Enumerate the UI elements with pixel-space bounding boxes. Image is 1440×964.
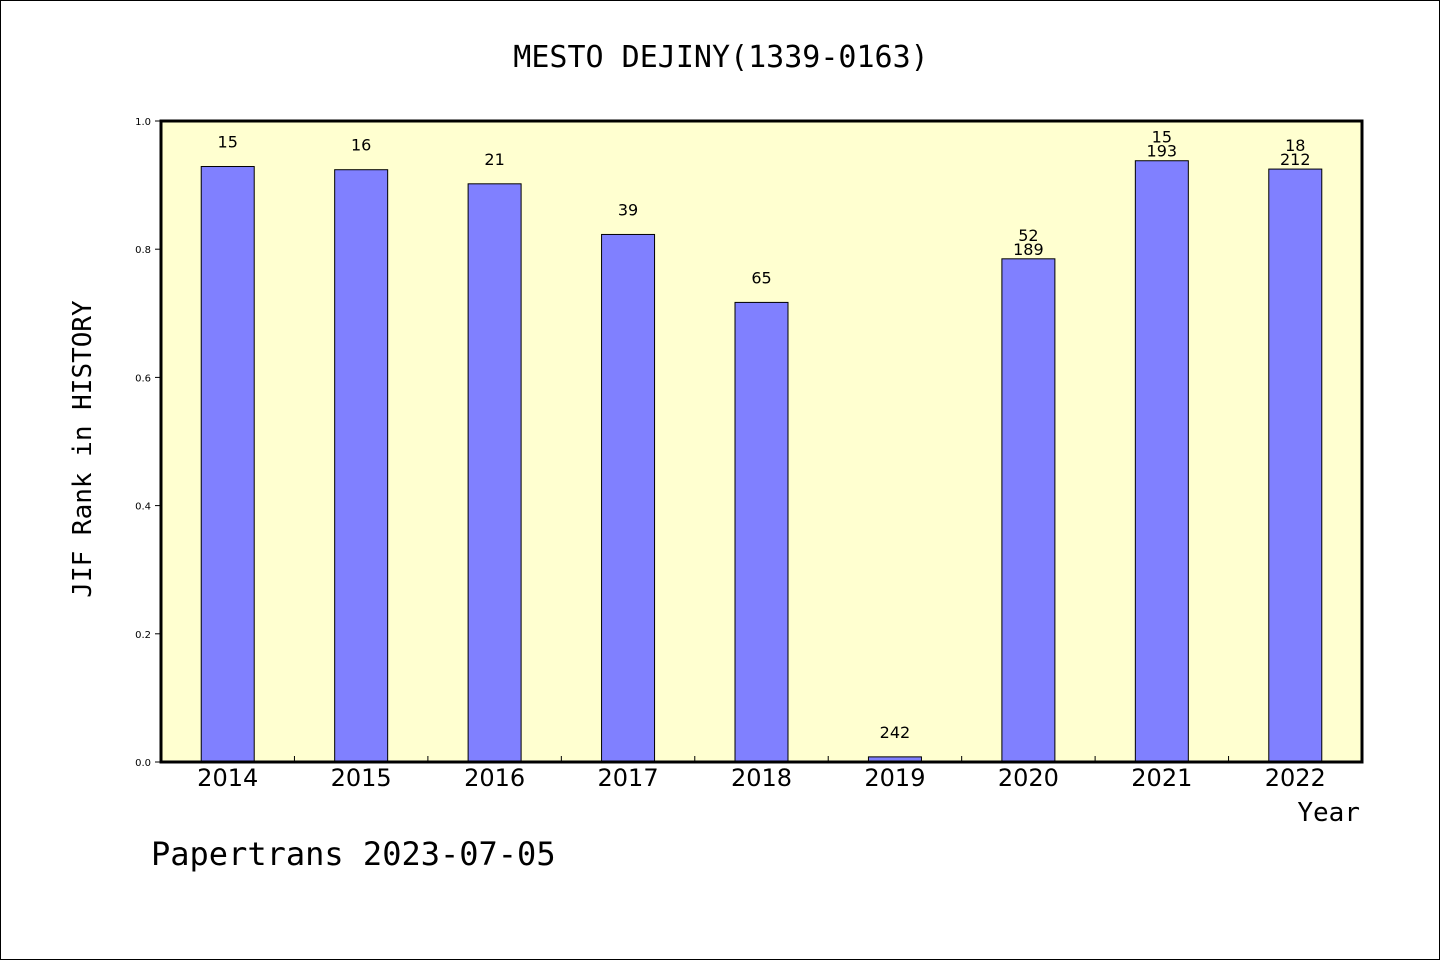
bars-group [200, 160, 1323, 763]
y-tick-label: 0.4 [135, 502, 151, 513]
x-category-label: 2022 [1265, 764, 1326, 792]
plot-border [159, 119, 1364, 764]
bar-2021 [1134, 160, 1189, 763]
x-category-label: 2015 [331, 764, 392, 792]
y-tick-label: 1.0 [135, 117, 151, 128]
bar-data-label: 15 [1152, 128, 1172, 147]
bar-data-label: 21 [484, 150, 504, 169]
x-category-label: 2020 [998, 764, 1059, 792]
bar-data-label: 65 [751, 268, 771, 287]
bar-2020 [1001, 258, 1056, 763]
bar-data-label: 15 [218, 133, 238, 152]
bar-data-label: 212 [1280, 150, 1311, 169]
x-category-label: 2016 [464, 764, 525, 792]
x-category-label: 2017 [598, 764, 659, 792]
bar-data-label: 242 [880, 723, 911, 742]
y-axis: 0.0 0.2 0.4 0.6 0.8 1.0 [135, 117, 161, 769]
footer-credit: Papertrans 2023-07-05 [151, 835, 556, 873]
bar-data-label: 189 [1013, 240, 1044, 259]
bar-data-label: 16 [351, 136, 371, 155]
bar-2016 [467, 183, 522, 763]
bar-data-label: 18 [1285, 136, 1305, 155]
y-axis-title: JIF Rank in HISTORY [68, 300, 98, 598]
bar-2022 [1268, 168, 1323, 763]
category-labels-group: 2014 2015 2016 2017 2018 2019 2020 2021 2022 [197, 764, 1326, 792]
x-category-label: 2019 [864, 764, 925, 792]
x-category-label: 2018 [731, 764, 792, 792]
y-tick-label: 0.8 [135, 245, 151, 256]
bar-2018 [734, 301, 789, 763]
bar-2017 [601, 233, 656, 763]
chart-title: MESTO DEJINY(1339-0163) [513, 40, 928, 75]
bar-2014 [200, 166, 255, 763]
y-tick-label: 0.0 [135, 758, 151, 769]
bar-data-label: 52 [1018, 226, 1038, 245]
bar-data-label: 39 [618, 200, 638, 219]
y-tick-label: 0.2 [135, 630, 151, 641]
x-axis-title: Year [1297, 798, 1360, 828]
bar-data-label: 193 [1147, 142, 1178, 161]
bar-2015 [334, 169, 389, 763]
x-category-label: 2014 [197, 764, 258, 792]
y-tick-label: 0.6 [135, 373, 151, 384]
x-category-label: 2021 [1131, 764, 1192, 792]
